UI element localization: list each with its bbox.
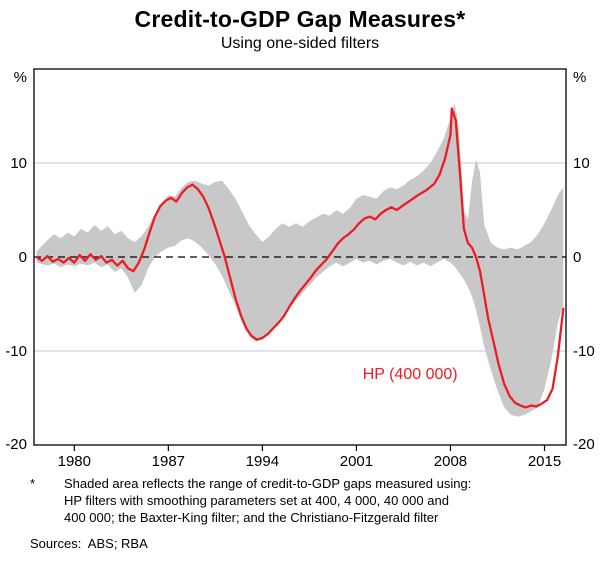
chart-title: Credit-to-GDP Gap Measures* [134, 6, 466, 32]
x-axis-label: 2001 [340, 453, 373, 469]
x-axis-label: 1994 [246, 453, 279, 469]
y-axis-label-right: -20 [573, 436, 595, 453]
plot-border [33, 68, 567, 446]
chart-subtitle: Using one-sided filters [220, 35, 380, 52]
y-axis-label-right: -10 [573, 343, 595, 360]
footnote-line: Shaded area reflects the range of credit… [64, 476, 472, 491]
unit-label-left: % [14, 69, 27, 86]
sources-line: Sources: ABS; RBA [30, 536, 148, 552]
y-axis-label-right: 10 [573, 155, 590, 172]
footnote: * Shaded area reflects the range of cred… [30, 475, 590, 526]
y-axis-label-right: 0 [573, 249, 581, 266]
footnote-line: 400 000; the Baxter-King filter; and the… [64, 510, 439, 526]
hp-400000-line [35, 107, 565, 409]
y-axis-label-left: -10 [5, 343, 27, 360]
x-axis-label: 2008 [434, 453, 467, 469]
x-axis-label: 1980 [58, 453, 91, 469]
footnote-line: HP filters with smoothing parameters set… [64, 493, 449, 509]
y-axis-label-left: 0 [19, 249, 27, 266]
x-axis-label: 2015 [528, 453, 561, 469]
footnote-text: Shaded area reflects the range of credit… [64, 475, 471, 526]
footnote-marker: * [30, 476, 36, 491]
x-axis-label: 1987 [152, 453, 185, 469]
shaded-range-band [36, 102, 564, 417]
y-axis-label-left: -20 [5, 436, 27, 453]
series-annotation: HP (400 000) [363, 366, 458, 383]
unit-label-right: % [573, 69, 586, 86]
credit-to-gdp-gap-chart: HP (400 000) 10 10 0 0 -10 -10 -20 -20% % 1980 1987… [5, 68, 595, 469]
y-axis-label-left: 10 [10, 155, 27, 172]
